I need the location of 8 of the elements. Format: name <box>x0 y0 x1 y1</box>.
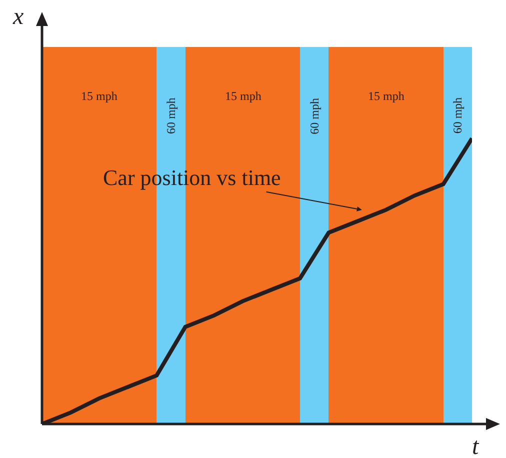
text: 60 mph <box>164 98 178 134</box>
text: 60 mph <box>450 97 465 134</box>
text: 60 mph <box>307 98 322 134</box>
text: 15 mph <box>368 89 404 103</box>
y-axis-title: x <box>12 4 24 30</box>
text: 15 mph <box>81 89 118 103</box>
text: 15 mph <box>225 89 262 103</box>
x-axis-title: t <box>472 434 480 458</box>
